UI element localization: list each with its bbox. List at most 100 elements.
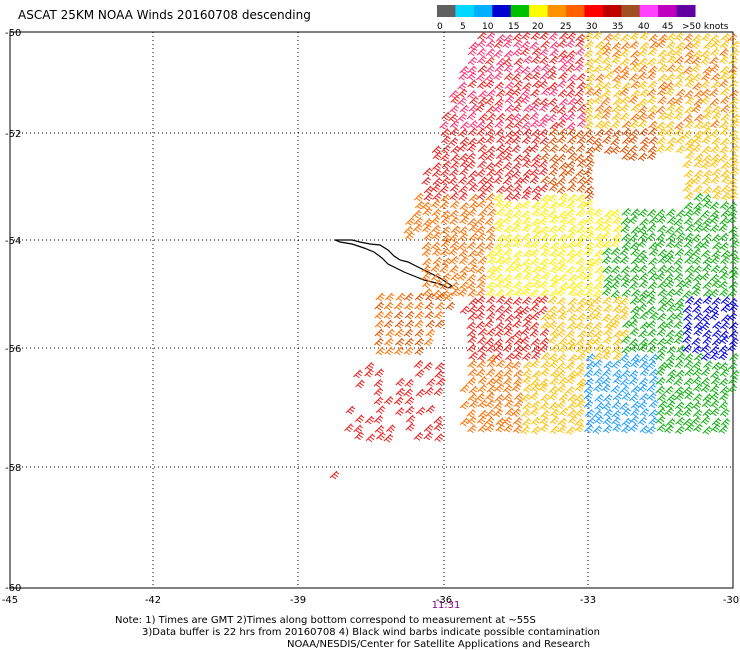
legend-swatch (455, 5, 475, 17)
wind-barb (502, 57, 512, 67)
wind-barb (637, 383, 648, 393)
wind-barb (548, 167, 559, 177)
legend-swatch (473, 5, 493, 17)
wind-barb (466, 408, 476, 418)
wind-barb (539, 337, 550, 346)
wind-barb (475, 320, 486, 330)
wind-barb (575, 225, 586, 235)
wind-barb (611, 112, 622, 122)
wind-barb (477, 96, 488, 106)
wind-barb (592, 281, 603, 291)
wind-barb (711, 80, 721, 90)
wind-barb (630, 359, 641, 368)
wind-barb (495, 312, 506, 322)
wind-barb (522, 313, 533, 323)
wind-barb (440, 216, 451, 225)
wind-barb (655, 367, 666, 376)
wind-barb (594, 375, 605, 385)
wind-barb (593, 95, 603, 105)
wind-barb (728, 191, 738, 201)
wind-barb (656, 215, 667, 224)
wind-barb (513, 305, 524, 315)
wind-barb (448, 176, 458, 186)
wind-barb (457, 272, 468, 281)
wind-barb (529, 168, 540, 177)
wind-barb (450, 161, 460, 170)
wind-barb (719, 201, 730, 210)
wind-barb (466, 321, 476, 331)
wind-barb (373, 396, 384, 406)
wind-barb (639, 41, 650, 51)
wind-barb (585, 312, 596, 321)
wind-barb (486, 354, 497, 363)
wind-barb (485, 65, 495, 74)
wind-barb (683, 33, 693, 42)
wind-barb (485, 409, 496, 418)
wind-barb (395, 377, 405, 387)
wind-barb (558, 242, 568, 251)
wind-barb (629, 119, 640, 129)
wind-barb (574, 280, 585, 290)
wind-barb (603, 33, 613, 42)
wind-barb (621, 407, 632, 417)
wind-barb (692, 383, 703, 392)
wind-barb (484, 96, 495, 106)
wind-barb (374, 319, 385, 329)
wind-barb (619, 385, 630, 395)
wind-barb (710, 370, 720, 379)
wind-barb (684, 55, 694, 65)
wind-barb (719, 137, 730, 147)
wind-barb (575, 39, 585, 48)
wind-barb (520, 425, 531, 435)
wind-barb (469, 96, 479, 106)
wind-barb (728, 129, 739, 139)
wind-barb (468, 183, 479, 193)
wind-barb (691, 287, 701, 297)
wind-barb (485, 105, 496, 115)
wind-barb (574, 248, 584, 258)
wind-barb (558, 71, 568, 81)
wind-barb (439, 200, 450, 210)
wind-barb (729, 167, 740, 176)
wind-barb (638, 272, 649, 282)
wind-barb (611, 409, 621, 419)
wind-barb (547, 209, 557, 219)
wind-barb (549, 328, 560, 337)
wind-barb (611, 255, 621, 265)
wind-barb (601, 96, 611, 106)
wind-barb (549, 425, 560, 435)
wind-barb (421, 201, 431, 211)
wind-barb (673, 377, 684, 387)
wind-barb (709, 215, 720, 225)
wind-barb (630, 247, 641, 257)
wind-barb (565, 200, 576, 210)
wind-barb (574, 408, 585, 417)
wind-barb (530, 128, 541, 138)
wind-barb (467, 137, 478, 147)
wind-barb (574, 393, 585, 403)
wind-barb (666, 55, 677, 65)
wind-barb (403, 328, 414, 338)
wind-barb (666, 32, 676, 42)
wind-barb (711, 39, 721, 49)
wind-barb (503, 233, 513, 243)
wind-barb (511, 113, 522, 122)
wind-barb (727, 343, 737, 353)
wind-barb (421, 264, 431, 274)
wind-barb (648, 136, 659, 145)
wind-barb (475, 216, 486, 226)
wind-barb (701, 127, 712, 136)
wind-barb (655, 232, 666, 242)
lat-label: -54 (5, 236, 21, 247)
wind-barb (374, 368, 385, 378)
wind-barb (521, 352, 532, 361)
wind-barb (694, 113, 704, 123)
wind-barb (709, 311, 720, 321)
wind-barb (423, 232, 434, 241)
legend-label: 15 (508, 22, 519, 32)
wind-barb (512, 103, 522, 113)
wind-barb (646, 296, 657, 306)
wind-barb (539, 71, 550, 81)
wind-barb (345, 405, 356, 415)
